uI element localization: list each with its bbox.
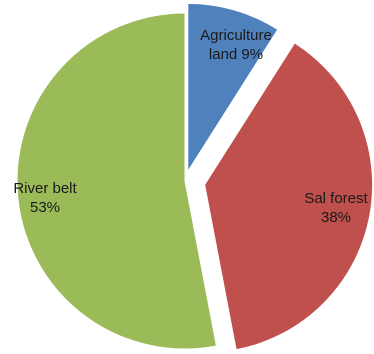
slice-label-line: land 9% [209,46,263,63]
slice-label-line: Sal forest [304,190,368,207]
slice-label-line: River belt [13,180,77,197]
slice-label-line: 38% [321,209,351,226]
pie-slice-sal-forest [204,42,374,351]
slice-label-agriculture-land: Agriculture land 9% [200,27,272,63]
pie-slice-agriculture-land [187,2,279,174]
pie-slice-river-belt [16,12,218,350]
slice-label-sal-forest: Sal forest 38% [304,190,368,226]
slice-label-line: Agriculture [200,27,272,44]
pie-labels: Agriculture land 9% Sal forest 38% River bel… [13,27,368,226]
pie-slices [16,2,374,351]
slice-label-river-belt: River belt 53% [13,180,77,216]
slice-label-line: 53% [30,199,60,216]
